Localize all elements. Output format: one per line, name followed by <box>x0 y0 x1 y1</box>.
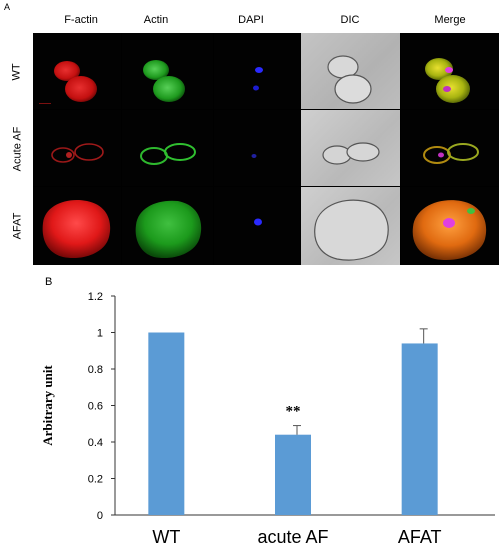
row-label-afat: AFAT <box>2 187 32 265</box>
micrograph-acute-af-dic <box>301 110 400 186</box>
acute-af-dapi-nuclei <box>251 154 257 158</box>
row-label-wt-text: WT <box>10 62 23 81</box>
acute-af-dic-cells <box>322 142 380 165</box>
row-label-wt: WT <box>2 33 32 110</box>
wt-actin-cells <box>143 60 185 102</box>
micrograph-wt-dic <box>301 33 400 109</box>
panel-b-label: B <box>45 276 53 288</box>
wt-f-actin-cells <box>54 61 97 102</box>
afat-dic-cell <box>314 199 389 261</box>
afat-actin-cell <box>135 200 202 259</box>
significance-marker: ** <box>286 404 301 420</box>
bar-wt <box>148 332 185 515</box>
x-category-label: acute AF <box>257 527 328 547</box>
micrograph-afat-actin <box>122 187 213 265</box>
bar-acute-af <box>275 434 311 515</box>
y-tick-label: 0.8 <box>88 364 103 376</box>
micrograph-afat-f-actin <box>33 187 121 265</box>
row-label-acute-af: Acute AF <box>2 110 32 187</box>
micrograph-acute-af-dapi <box>214 110 300 186</box>
wt-merge-cells <box>425 58 470 103</box>
column-header-f-actin: F-actin <box>64 14 98 26</box>
micrograph-wt-actin <box>122 33 213 109</box>
y-tick-label: 0 <box>97 510 103 522</box>
acute-af-merge-cells <box>423 143 479 164</box>
micrograph-grid <box>33 33 499 265</box>
afat-f-actin-cell <box>42 199 111 259</box>
panel-a-label: A <box>4 2 11 12</box>
x-category-label: AFAT <box>398 527 442 547</box>
column-header-actin: Actin <box>143 14 169 26</box>
afat-merge-cell <box>412 200 487 261</box>
y-tick-label: 1.2 <box>88 291 103 303</box>
micrograph-afat-merge <box>401 187 499 265</box>
column-header-merge: Merge <box>434 14 466 26</box>
micrograph-wt-dapi <box>214 33 300 109</box>
column-header-dapi: DAPI <box>238 14 264 26</box>
column-header-dic: DIC <box>340 14 360 26</box>
wt-dic-cells <box>327 55 372 104</box>
bar-afat <box>401 343 438 515</box>
micrograph-afat-dapi <box>214 187 300 265</box>
row-label-acute-af-text: Acute AF <box>11 126 24 171</box>
y-tick-label: 1 <box>97 328 103 340</box>
micrograph-afat-dic <box>301 187 400 265</box>
bar-chart: 0 0.2 0.4 0.6 0.8 1 1.2 Arbitrary unit WT ** acute… <box>40 291 495 547</box>
micrograph-wt-merge <box>401 33 499 109</box>
acute-af-f-actin-cells <box>51 143 104 163</box>
row-label-afat-text: AFAT <box>10 212 23 240</box>
micrograph-acute-af-actin <box>122 110 213 186</box>
y-tick-label: 0.4 <box>88 437 103 449</box>
wt-dapi-nuclei <box>253 67 263 91</box>
scale-bar <box>39 103 51 104</box>
y-tick-label: 0.2 <box>88 474 103 486</box>
micrograph-acute-af-f-actin <box>33 110 121 186</box>
micrograph-wt-f-actin <box>33 33 121 109</box>
afat-dapi-nucleus <box>254 218 262 226</box>
y-axis-label: Arbitrary unit <box>40 365 55 446</box>
acute-af-actin-cells <box>140 143 196 165</box>
y-tick-label: 0.6 <box>88 401 103 413</box>
x-category-label: WT <box>152 527 180 547</box>
micrograph-acute-af-merge <box>401 110 499 186</box>
